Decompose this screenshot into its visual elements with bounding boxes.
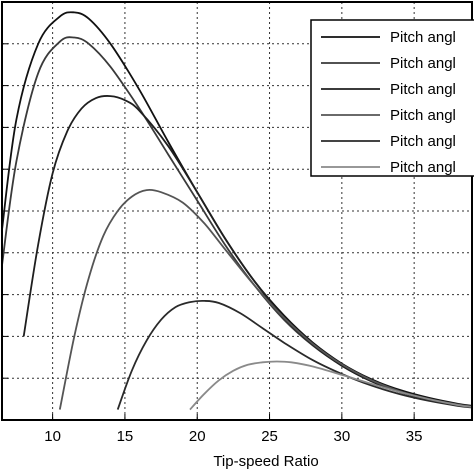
legend-label-5: Pitch angl xyxy=(390,133,456,150)
legend-label-4: Pitch angl xyxy=(390,107,456,124)
series-line-5 xyxy=(116,299,473,410)
series-line-4 xyxy=(58,188,473,410)
legend-label-1: Pitch angl xyxy=(390,29,456,46)
legend-box xyxy=(310,19,474,177)
x-tick-label: 20 xyxy=(189,428,206,445)
legend-label-3: Pitch angl xyxy=(390,81,456,98)
legend: Pitch angl Pitch angl Pitch angl Pitch angl… xyxy=(310,19,474,177)
x-tick-label: 35 xyxy=(406,428,423,445)
legend-label-6: Pitch angl xyxy=(390,159,456,176)
plot-area-frame xyxy=(1,1,473,421)
x-tick-label: 25 xyxy=(261,428,278,445)
x-axis: 10 15 20 25 30 35 xyxy=(44,414,422,445)
x-tick-label: 30 xyxy=(334,428,351,445)
series-line-6 xyxy=(189,360,473,411)
x-axis-label: Tip-speed Ratio xyxy=(213,453,318,470)
x-tick-label: 15 xyxy=(117,428,134,445)
legend-label-2: Pitch angl xyxy=(390,55,456,72)
x-tick-label: 10 xyxy=(44,428,61,445)
series-layer xyxy=(1,11,473,411)
